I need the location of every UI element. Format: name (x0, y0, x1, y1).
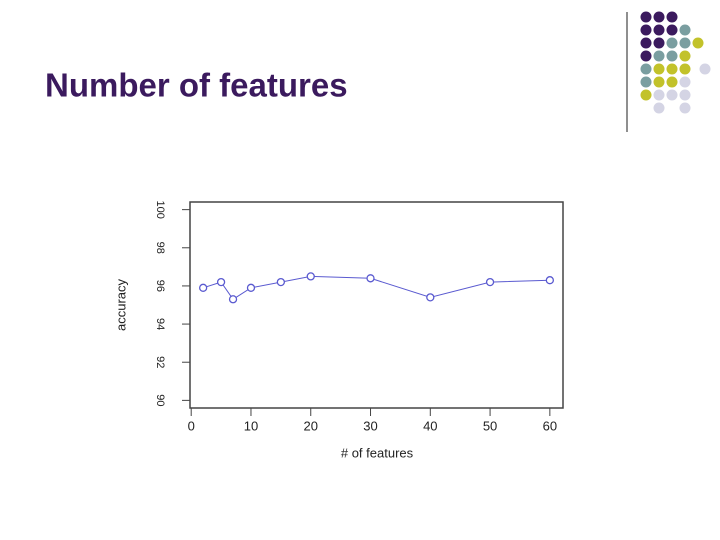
y-axis-label: accuracy (113, 278, 128, 331)
x-tick-label: 40 (423, 418, 437, 433)
x-tick-label: 30 (363, 418, 377, 433)
slide-title: Number of features (45, 67, 348, 104)
y-tick-label: 96 (154, 280, 166, 292)
x-tick-label: 60 (543, 418, 557, 433)
x-tick-label: 0 (188, 418, 195, 433)
dots-yellow (640, 37, 704, 101)
plot-frame (189, 201, 564, 409)
dots-purple (640, 11, 678, 62)
y-tick-label: 98 (154, 242, 166, 254)
x-axis-label: # of features (341, 445, 414, 460)
data-point (276, 277, 286, 287)
data-point (246, 283, 256, 292)
data-point (199, 283, 208, 292)
data-point (426, 293, 435, 302)
data-line (202, 275, 550, 300)
data-point (485, 277, 495, 287)
y-tick-label: 100 (154, 200, 166, 218)
y-tick-label: 94 (154, 318, 166, 330)
data-point (306, 272, 315, 281)
x-tick-label: 20 (304, 418, 318, 433)
x-tick-label: 50 (483, 418, 497, 433)
data-point (366, 274, 375, 283)
dots-lavender (653, 63, 711, 114)
dots-teal (640, 24, 691, 88)
x-tick-label: 10 (244, 418, 258, 433)
data-point (216, 277, 226, 287)
decor-dots (640, 11, 711, 114)
data-point (228, 295, 238, 304)
y-tick-label: 92 (154, 356, 166, 368)
data-point (545, 276, 554, 285)
y-tick-label: 90 (154, 394, 166, 406)
